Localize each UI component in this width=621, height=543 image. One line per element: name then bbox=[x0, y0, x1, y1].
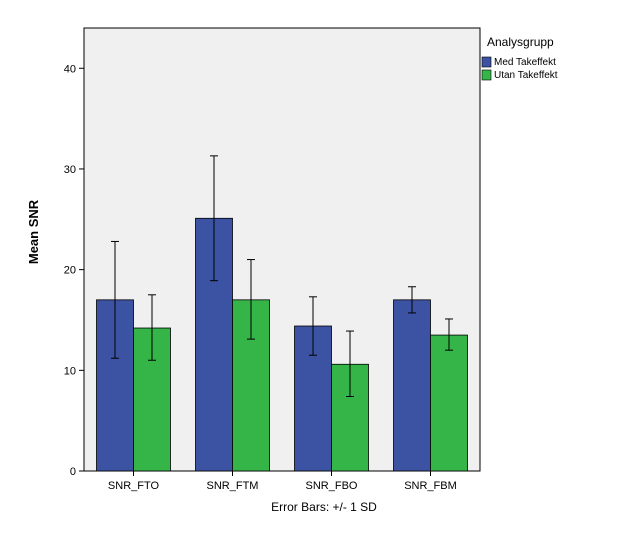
y-axis: 0 10 20 30 40 bbox=[64, 63, 84, 478]
y-tick-label: 40 bbox=[64, 63, 76, 75]
y-tick-label: 30 bbox=[64, 164, 76, 176]
error-bars-group bbox=[111, 155, 453, 397]
legend: Analysgrupp Med Takeffekt Utan Takeffekt bbox=[481, 35, 558, 81]
bar-med-takeffekt bbox=[393, 299, 431, 472]
y-axis-title: Mean SNR bbox=[26, 199, 41, 264]
y-tick-label: 10 bbox=[64, 365, 76, 377]
legend-label: Utan Takeffekt bbox=[494, 70, 558, 81]
x-tick-label: SNR_FBM bbox=[404, 480, 457, 492]
x-axis: SNR_FTO SNR_FTM SNR_FBO SNR_FBM bbox=[108, 471, 457, 492]
y-tick-label: 20 bbox=[64, 265, 76, 277]
y-tick-label: 0 bbox=[70, 466, 76, 478]
x-tick-label: SNR_FTO bbox=[108, 480, 160, 492]
bar-med-takeffekt bbox=[96, 299, 134, 472]
error-bars-footnote: Error Bars: +/- 1 SD bbox=[271, 500, 377, 514]
legend-label: Med Takeffekt bbox=[494, 57, 556, 68]
legend-swatch bbox=[481, 56, 492, 68]
x-tick-label: SNR_FBO bbox=[306, 480, 358, 492]
legend-swatch bbox=[481, 69, 492, 81]
bars-group bbox=[96, 217, 468, 472]
bar-utan-takeffekt bbox=[430, 334, 468, 472]
x-tick-label: SNR_FTM bbox=[207, 480, 259, 492]
legend-title: Analysgrupp bbox=[487, 35, 554, 49]
